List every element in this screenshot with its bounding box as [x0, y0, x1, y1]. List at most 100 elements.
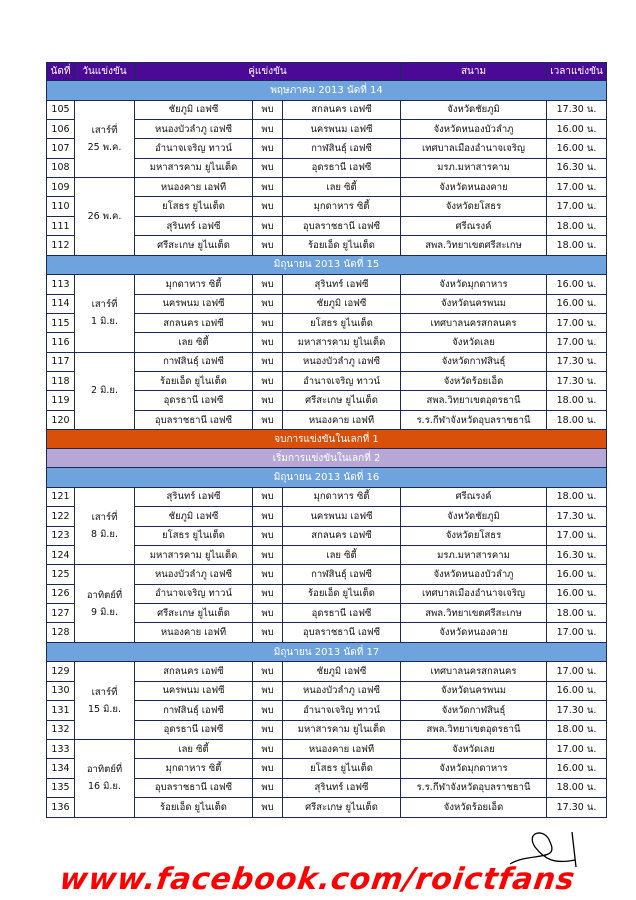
home-team: หนองบัวลำภู เอฟซี: [134, 564, 253, 585]
away-team: สกลนคร เอฟซี: [281, 525, 402, 546]
away-team: ศรีสะเกษ ยูไนเต็ด: [281, 797, 402, 818]
kickoff-time: 18.00 น.: [546, 390, 608, 411]
match-row: 105 เสาร์ที่ 25 พ.ค. ชัยภูมิ เอฟซี พบ สกลนคร…: [46, 99, 608, 179]
home-team: ศรีสะเกษ ยูไนเต็ด: [134, 235, 253, 256]
home-team: เลย ซิตี้: [134, 332, 253, 353]
vs-label: พบ: [252, 118, 283, 140]
vs-label: พบ: [252, 583, 283, 605]
start-leg-2-row: เริ่มการแข่งขันในเลกที่ 2: [45, 448, 608, 469]
kickoff-time: 17.00 น.: [546, 332, 608, 353]
match-date: 2 มิ.ย.: [74, 351, 135, 431]
venue: จังหวัดหนองบัวลำภู: [400, 564, 548, 585]
vs-label: พบ: [252, 293, 283, 314]
vs-label: พบ: [252, 758, 283, 779]
vs-label: พบ: [252, 235, 283, 256]
kickoff-time: 17.00 น.: [546, 622, 608, 643]
kickoff-time: 17.30 น.: [546, 371, 608, 392]
vs-label: พบ: [252, 157, 283, 179]
away-team: กาฬสินธุ์ เอฟซี: [281, 138, 402, 159]
match-row: 133 อาทิตย์ที่ 16 มิ.ย. เลย ซิตี้ พบ หนองคาย…: [46, 738, 608, 818]
start-leg-2: เริ่มการแข่งขันในเลกที่ 2: [45, 448, 608, 469]
match-date: เสาร์ที่ 15 มิ.ย.: [74, 661, 135, 740]
match-row: 107 อำนาจเจริญ ทาวน์ พบ กาฬสินธุ์ เอฟซี เทศบ…: [46, 138, 608, 159]
vs-label: พบ: [252, 274, 283, 295]
match-number: 116: [46, 332, 75, 353]
match-row: 125 อาทิตย์ที่ 9 มิ.ย. หนองบัวลำภู เอฟซี พบ…: [46, 564, 608, 643]
header-no: นัดที่: [46, 62, 75, 81]
match-number: 124: [46, 544, 75, 566]
kickoff-time: 17.30 น.: [546, 700, 608, 721]
venue: จังหวัดมุกดาหาร: [400, 274, 548, 295]
vs-label: พบ: [252, 544, 283, 566]
match-number: 130: [46, 680, 75, 702]
match-row: 110 ยโสธร ยูไนเต็ด พบ มุกดาหาร ซิตี้ จังหวัด…: [46, 196, 608, 217]
vs-label: พบ: [252, 661, 283, 682]
match-number: 111: [46, 215, 75, 237]
kickoff-time: 16.00 น.: [546, 138, 608, 159]
venue: จังหวัดร้อยเอ็ด: [400, 371, 548, 392]
kickoff-time: 17.30 น.: [546, 99, 608, 120]
home-team: ชัยภูมิ เอฟซี: [134, 506, 253, 527]
away-team: สุรินทร์ เอฟซี: [281, 777, 402, 799]
kickoff-time: 17.00 น.: [546, 525, 608, 546]
kickoff-time: 16.00 น.: [546, 274, 608, 295]
vs-label: พบ: [252, 351, 283, 373]
venue: เทศบาลเมืองอำนาจเจริญ: [400, 138, 548, 159]
match-number: 121: [46, 486, 75, 508]
header-row: นัดที่ วันแข่งขัน คู่แข่งขัน สนาม เวลาแข…: [46, 62, 608, 81]
fixture-table: นัดที่ วันแข่งขัน คู่แข่งขัน สนาม เวลาแข…: [45, 62, 608, 818]
away-team: นครพนม เอฟซี: [281, 506, 402, 527]
match-date: อาทิตย์ที่ 9 มิ.ย.: [74, 564, 135, 643]
round-title-row: มิถุนายน 2013 นัดที่ 15: [45, 254, 608, 276]
away-team: อำนาจเจริญ ทาวน์: [281, 700, 402, 721]
match-number: 126: [46, 583, 75, 605]
home-team: สกลนคร เอฟซี: [134, 312, 253, 334]
match-number: 132: [46, 719, 75, 740]
vs-label: พบ: [252, 738, 283, 760]
venue: เทศบาลนครสกลนคร: [400, 661, 548, 682]
header-venue: สนาม: [400, 62, 548, 81]
vs-label: พบ: [252, 138, 283, 159]
home-team: อำนาจเจริญ ทาวน์: [134, 138, 253, 159]
venue: จังหวัดกาฬสินธุ์: [400, 700, 548, 721]
round-title-row: มิถุนายน 2013 นัดที่ 17: [45, 641, 608, 663]
home-team: อุบลราชธานี เอฟซี: [134, 777, 253, 799]
venue: จังหวัดหนองบัวลำภู: [400, 118, 548, 140]
match-date: เสาร์ที่ 8 มิ.ย.: [74, 486, 135, 566]
match-row: 119 อุดรธานี เอฟซี พบ ศรีสะเกษ ยูไนเต็ด สพล.…: [46, 390, 608, 411]
round-title-row: พฤษภาคม 2013 นัดที่ 14: [45, 80, 608, 101]
venue: จังหวัดยโสธร: [400, 525, 548, 546]
vs-label: พบ: [252, 506, 283, 527]
match-row: 123 ยโสธร ยูไนเต็ด พบ สกลนคร เอฟซี จังหวัดยโ…: [46, 525, 608, 546]
away-team: กาฬสินธุ์ เอฟซี: [281, 564, 402, 585]
venue: จังหวัดชัยภูมิ: [400, 99, 548, 120]
venue: ศรีณรงค์: [400, 215, 548, 237]
kickoff-time: 18.00 น.: [546, 215, 608, 237]
vs-label: พบ: [252, 525, 283, 546]
away-team: สุรินทร์ เอฟซี: [281, 274, 402, 295]
away-team: ยโสธร ยูไนเต็ด: [281, 312, 402, 334]
kickoff-time: 16.00 น.: [546, 118, 608, 140]
away-team: เลย ซิตี้: [281, 177, 402, 198]
home-team: เลย ซิตี้: [134, 738, 253, 760]
kickoff-time: 17.30 น.: [546, 506, 608, 527]
kickoff-time: 17.00 น.: [546, 661, 608, 682]
match-number: 112: [46, 235, 75, 256]
match-row: 121 เสาร์ที่ 8 มิ.ย. สุรินทร์ เอฟซี พบ มุกดา…: [46, 486, 608, 566]
vs-label: พบ: [252, 215, 283, 237]
away-team: ชัยภูมิ เอฟซี: [281, 661, 402, 682]
vs-label: พบ: [252, 371, 283, 392]
home-team: อำนาจเจริญ ทาวน์: [134, 583, 253, 605]
vs-label: พบ: [252, 680, 283, 702]
home-team: อุบลราชธานี เอฟซี: [134, 409, 253, 431]
venue: สพล.วิทยาเขตอุดรธานี: [400, 719, 548, 740]
away-team: หนองคาย เอฟที: [281, 738, 402, 760]
away-team: อุบลราชธานี เอฟซี: [281, 215, 402, 237]
match-number: 117: [46, 351, 75, 373]
away-team: อุดรธานี เอฟซี: [281, 157, 402, 179]
kickoff-time: 16.00 น.: [546, 293, 608, 314]
away-team: อำนาจเจริญ ทาวน์: [281, 371, 402, 392]
round-title-row: มิถุนายน 2013 นัดที่ 16: [45, 467, 608, 488]
home-team: มุกดาหาร ซิตี้: [134, 274, 253, 295]
home-team: มหาสารคาม ยูไนเต็ด: [134, 157, 253, 179]
